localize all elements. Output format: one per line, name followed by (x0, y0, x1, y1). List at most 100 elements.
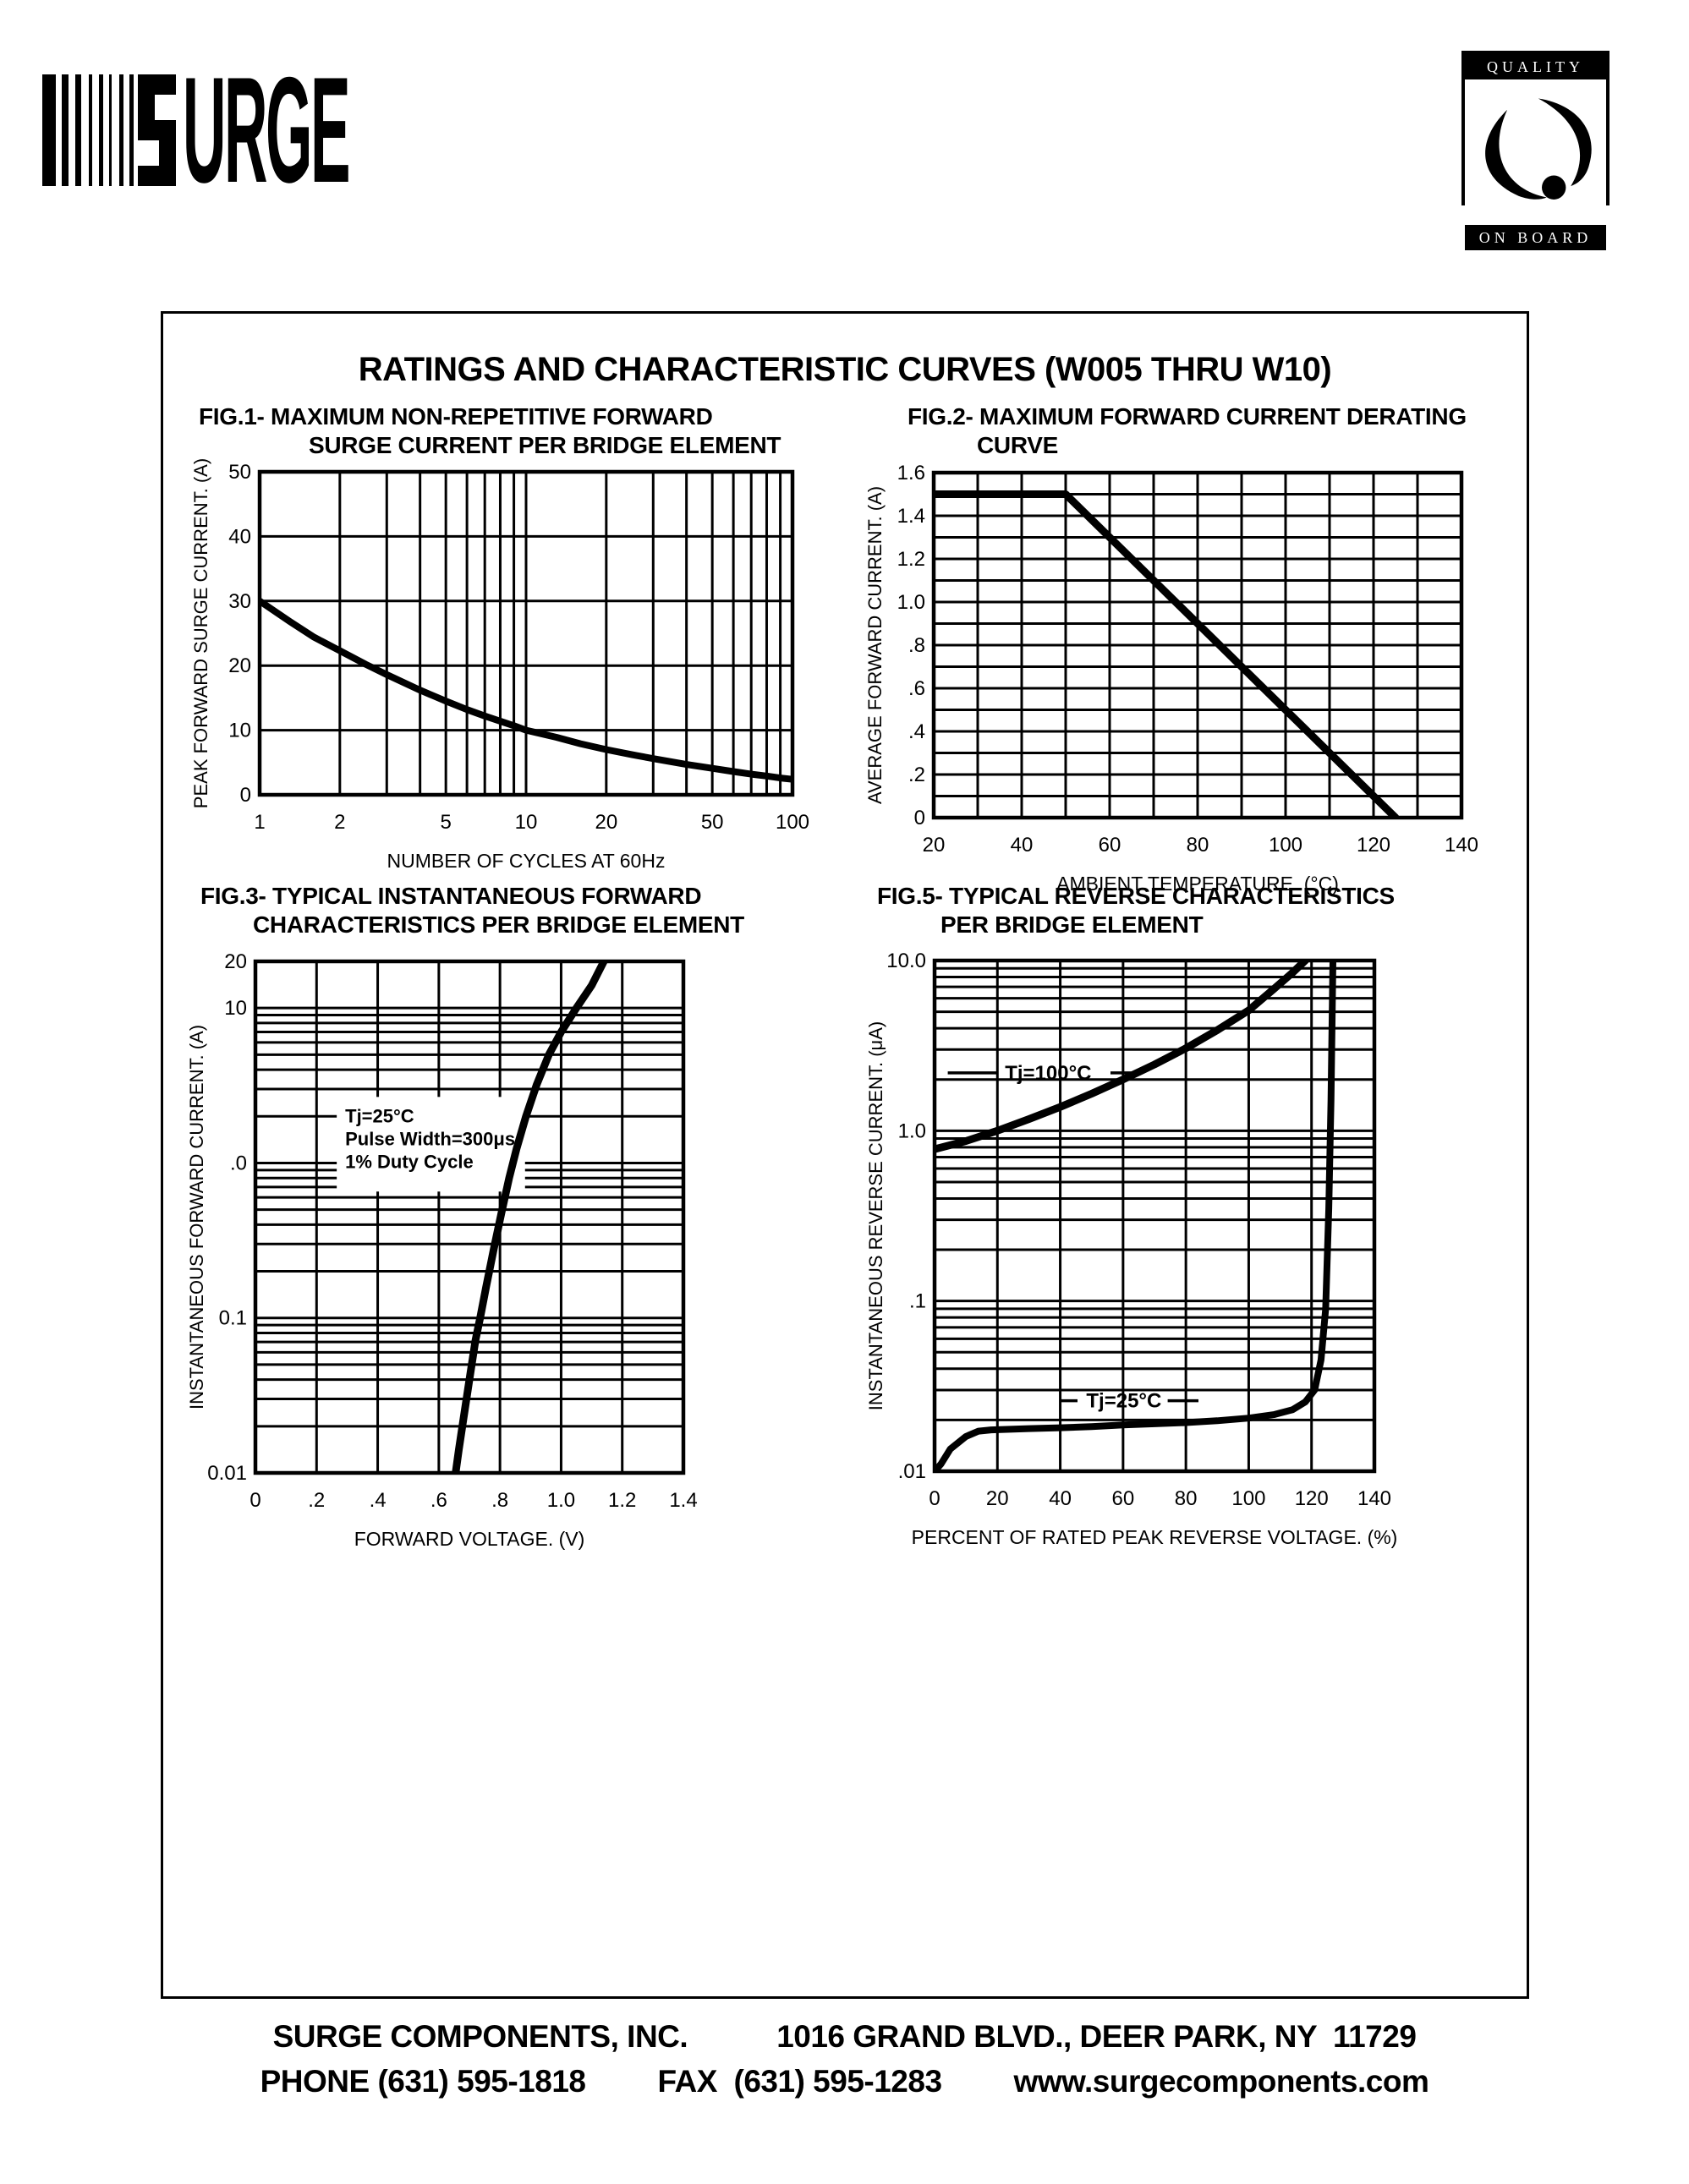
fig1-y-axis-title: PEAK FORWARD SURGE CURRENT. (A) (190, 458, 211, 808)
svg-text:120: 120 (1357, 834, 1390, 857)
svg-text:.6: .6 (908, 677, 925, 700)
svg-text:80: 80 (1187, 834, 1209, 857)
svg-text:40: 40 (1049, 1487, 1072, 1510)
fig1-title-line1: FIG.1- MAXIMUM NON-REPETITIVE FORWARD (199, 403, 713, 430)
svg-text:1.0: 1.0 (898, 1119, 926, 1142)
fig3-title-line2: CHARACTERISTICS PER BRIDGE ELEMENT (253, 911, 744, 938)
fig1-frame (257, 469, 795, 797)
svg-text:1: 1 (254, 811, 265, 834)
quality-badge-bottom-label: ON BOARD (1465, 225, 1606, 250)
svg-text:.4: .4 (370, 1489, 387, 1512)
svg-text:1.2: 1.2 (608, 1489, 636, 1512)
barcode-s-icon (138, 74, 176, 186)
fig5-title-line1: FIG.5- TYPICAL REVERSE CHARACTERISTICS (877, 883, 1395, 909)
fig2-x-axis-title: AMBIENT TEMPERATURE. (°C) (1056, 873, 1339, 895)
barcode-bar (99, 74, 103, 186)
fig3-frame (253, 959, 686, 1475)
fig3-curve-forward-vi (452, 960, 608, 1475)
svg-text:0: 0 (240, 784, 251, 807)
svg-text:1.2: 1.2 (897, 548, 925, 571)
svg-text:Tj=25°C: Tj=25°C (345, 1105, 414, 1126)
svg-text:.6: .6 (430, 1489, 447, 1512)
fig2-title-line1: FIG.2- MAXIMUM FORWARD CURRENT DERATING (908, 403, 1467, 430)
fig2-frame (931, 470, 1464, 820)
svg-text:1.4: 1.4 (669, 1489, 697, 1512)
svg-text:.2: .2 (308, 1489, 325, 1512)
svg-text:20: 20 (923, 834, 946, 857)
orbit-swoosh-icon (1485, 98, 1592, 200)
quality-badge-emblem (1465, 79, 1606, 225)
fig2-plot: 0 .2 .4 .6 .8 1.0 1.2 1.4 1.6 20 40 60 80 100 120 140 AM… (864, 462, 1478, 895)
fig3-y-axis-title: INSTANTANEOUS FORWARD CURRENT. (A) (186, 1025, 207, 1409)
barcode-bar (129, 74, 134, 186)
barcode-bar (109, 74, 112, 186)
barcode-bar (89, 74, 92, 186)
fig1-chart: 0 10 20 30 40 50 1 2 5 10 20 50 100 NUMBER OF CYCLES … (179, 457, 820, 899)
fig1-x-axis-title: NUMBER OF CYCLES AT 60Hz (387, 850, 666, 872)
fig3-title: FIG.3- TYPICAL INSTANTANEOUS FORWARD CHA… (200, 882, 744, 939)
fig5-annotation-label: Tj=100°C (1005, 1062, 1091, 1085)
fig1-grid (258, 470, 794, 796)
svg-text:.2: .2 (908, 764, 925, 786)
fig5-curve-tj-25c (933, 959, 1336, 1473)
fig3-title-line1: FIG.3- TYPICAL INSTANTANEOUS FORWARD (200, 883, 702, 909)
surge-wordmark: URGE (183, 46, 351, 214)
fig2-series (932, 490, 1400, 819)
svg-text:100: 100 (776, 811, 809, 834)
page-title: RATINGS AND CHARACTERISTIC CURVES (W005 … (358, 351, 1332, 388)
svg-text:0.01: 0.01 (207, 1462, 247, 1485)
fig1-curve-surge-current (258, 597, 794, 783)
svg-text:.0: .0 (230, 1152, 247, 1174)
barcode-bar (42, 74, 56, 186)
fig2-chart: 0 .2 .4 .6 .8 1.0 1.2 1.4 1.6 20 40 60 80 100 120 140 AM… (853, 457, 1489, 922)
svg-text:1.0: 1.0 (897, 591, 925, 614)
svg-text:140: 140 (1357, 1487, 1391, 1510)
surge-logo: URGE (42, 46, 597, 214)
website-url: www.surgecomponents.com (1013, 2064, 1429, 2099)
svg-text:30: 30 (228, 590, 251, 613)
svg-text:.1: .1 (909, 1290, 926, 1313)
fig2-title: FIG.2- MAXIMUM FORWARD CURRENT DERATING … (908, 402, 1467, 460)
fig5-y-axis-title: INSTANTANEOUS REVERSE CURRENT. (μA) (865, 1021, 886, 1410)
fig3-tick-labels: 20 10 .0 0.1 0.010 .2 .4 .6 .8 1.0 1.2 1.4 (207, 950, 697, 1512)
barcode-bar (75, 74, 81, 186)
footer-contact: PHONE (631) 595-1818 FAX (631) 595-1283 … (0, 2064, 1689, 2099)
svg-text:1.6: 1.6 (897, 462, 925, 484)
svg-text:1.4: 1.4 (897, 505, 925, 528)
svg-text:60: 60 (1112, 1487, 1135, 1510)
svg-text:20: 20 (224, 950, 247, 973)
fig5-title: FIG.5- TYPICAL REVERSE CHARACTERISTICS P… (877, 882, 1395, 939)
fig2-tick-labels: 0 .2 .4 .6 .8 1.0 1.2 1.4 1.6 20 40 60 80 100 120 140 (897, 462, 1478, 857)
svg-text:50: 50 (228, 461, 251, 484)
svg-text:120: 120 (1295, 1487, 1329, 1510)
svg-text:50: 50 (701, 811, 724, 834)
svg-text:1% Duty Cycle: 1% Duty Cycle (345, 1151, 474, 1172)
svg-text:2: 2 (334, 811, 345, 834)
fig5-frame (932, 958, 1377, 1474)
company-address: 1016 GRAND BLVD., DEER PARK, NY 11729 (776, 2019, 1417, 2054)
svg-text:40: 40 (228, 525, 251, 548)
svg-text:Pulse Width=300μs: Pulse Width=300μs (345, 1128, 515, 1149)
svg-text:0: 0 (914, 807, 925, 829)
company-name: SURGE COMPONENTS, INC. (272, 2019, 688, 2054)
svg-text:140: 140 (1445, 834, 1478, 857)
svg-text:.8: .8 (908, 634, 925, 657)
svg-text:0.1: 0.1 (219, 1307, 247, 1330)
fig2-title-line2: CURVE (977, 432, 1059, 458)
fig1-plot: 0 10 20 30 40 50 1 2 5 10 20 50 100 NUMBER OF CYCLES … (190, 458, 809, 872)
svg-text:.01: .01 (898, 1460, 926, 1483)
svg-text:80: 80 (1175, 1487, 1198, 1510)
svg-text:20: 20 (228, 654, 251, 677)
fig2-y-axis-title: AVERAGE FORWARD CURRENT. (A) (864, 486, 886, 804)
svg-text:100: 100 (1269, 834, 1302, 857)
svg-text:100: 100 (1231, 1487, 1265, 1510)
barcode-bar (62, 74, 69, 186)
svg-text:0: 0 (250, 1489, 260, 1512)
fig1-title-line2: SURGE CURRENT PER BRIDGE ELEMENT (309, 432, 781, 458)
svg-text:10: 10 (515, 811, 538, 834)
fig3-chart: Tj=25°C Pulse Width=300μs 1% Duty Cycle 20 1… (175, 946, 710, 1577)
fig1-title: FIG.1- MAXIMUM NON-REPETITIVE FORWARD SU… (199, 402, 781, 460)
fig5-x-axis-title: PERCENT OF RATED PEAK REVERSE VOLTAGE. (… (912, 1526, 1398, 1548)
